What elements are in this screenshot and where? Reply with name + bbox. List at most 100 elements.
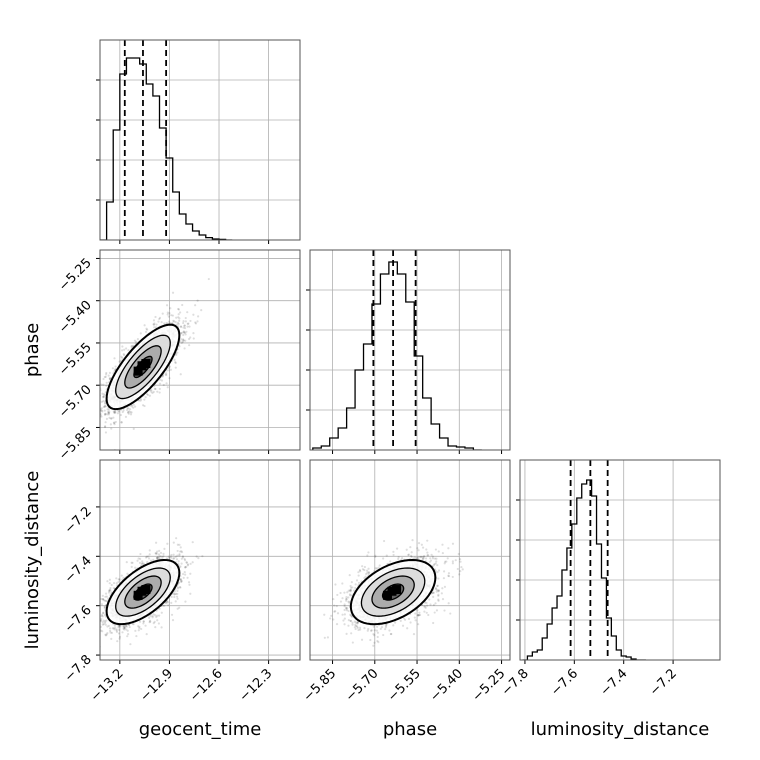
sample-point	[117, 626, 120, 629]
sample-point	[180, 338, 183, 341]
sample-point	[158, 382, 162, 385]
sample-point	[152, 319, 156, 322]
sample-point	[186, 576, 189, 579]
sample-point	[162, 552, 165, 555]
sample-point	[114, 420, 117, 424]
sample-point	[165, 382, 168, 385]
sample-point	[145, 633, 148, 636]
sample-point	[143, 324, 146, 327]
sample-point	[128, 408, 132, 411]
sample-point	[107, 374, 110, 377]
sample-point	[145, 555, 148, 558]
sample-point	[112, 416, 115, 419]
sample-point	[104, 425, 107, 428]
sample-point	[181, 338, 185, 341]
density-peak-cell	[137, 361, 147, 371]
sample-point	[181, 303, 184, 307]
sample-point	[144, 624, 147, 627]
sample-point	[104, 373, 108, 376]
sample-point	[172, 557, 175, 560]
sample-point	[123, 627, 126, 630]
sample-point	[200, 309, 203, 312]
sample-point	[174, 320, 177, 324]
sample-point	[176, 607, 179, 610]
sample-point	[104, 401, 107, 404]
sample-point	[118, 637, 121, 640]
sample-point	[98, 611, 100, 613]
sample-point	[127, 407, 130, 410]
y-tick-label: −5.55	[56, 340, 95, 379]
sample-point	[171, 314, 174, 317]
sample-point	[96, 613, 98, 615]
sample-point	[185, 561, 188, 564]
sample-point	[158, 316, 162, 319]
sample-point	[152, 613, 155, 616]
sample-point	[155, 323, 158, 326]
sample-point	[100, 614, 103, 618]
sample-point	[118, 578, 121, 581]
sample-point	[100, 613, 104, 616]
sample-point	[104, 431, 108, 434]
sample-point	[186, 325, 189, 328]
sample-point	[162, 554, 165, 558]
sample-point	[111, 627, 114, 630]
sample-point	[108, 589, 111, 592]
sample-point	[94, 642, 96, 644]
sample-point	[107, 413, 110, 416]
sample-point	[165, 557, 168, 560]
sample-point	[83, 594, 85, 596]
sample-point	[165, 322, 168, 325]
sample-point	[150, 389, 153, 392]
sample-point	[143, 404, 146, 408]
sample-point	[97, 417, 99, 419]
sample-point	[110, 417, 113, 420]
sample-point	[133, 339, 137, 342]
sample-point	[94, 632, 96, 634]
sample-point	[194, 304, 197, 307]
sample-point	[102, 377, 105, 381]
sample-point	[167, 366, 170, 370]
sample-point	[173, 593, 176, 596]
sample-point	[141, 404, 145, 407]
sample-point	[170, 553, 173, 557]
sample-point	[123, 354, 126, 357]
sample-point	[175, 537, 178, 540]
sample-point	[178, 543, 181, 546]
sample-point	[103, 613, 107, 617]
sample-point	[106, 632, 109, 635]
sample-point	[96, 411, 98, 413]
sample-point	[126, 629, 129, 632]
sample-point	[165, 372, 168, 375]
sample-point	[131, 344, 134, 347]
sample-point	[100, 407, 103, 410]
panel-frame	[99, 249, 301, 451]
sample-point	[121, 631, 124, 634]
sample-point	[154, 326, 158, 329]
sample-point	[197, 557, 200, 560]
sample-point	[154, 552, 158, 555]
sample-point	[154, 614, 157, 617]
sample-point	[158, 607, 161, 610]
sample-point	[194, 321, 197, 324]
sample-point	[126, 572, 129, 575]
sample-point	[180, 580, 183, 583]
sample-point	[93, 631, 95, 633]
sample-point	[176, 586, 179, 589]
sample-point	[123, 626, 126, 630]
sample-point	[207, 277, 210, 281]
sample-point	[127, 633, 130, 636]
y-axis-label: phase	[22, 323, 43, 377]
sample-point	[135, 340, 138, 344]
sample-point	[102, 383, 105, 386]
sample-point	[152, 323, 155, 326]
sample-point	[121, 349, 124, 352]
sample-point	[109, 423, 112, 426]
sample-point	[94, 620, 96, 622]
sample-point	[156, 556, 159, 559]
sample-point	[157, 556, 160, 560]
histogram-phase	[312, 261, 482, 450]
sample-point	[130, 565, 133, 568]
sample-point	[166, 600, 169, 603]
sample-point	[104, 595, 107, 598]
sample-point	[101, 630, 104, 633]
